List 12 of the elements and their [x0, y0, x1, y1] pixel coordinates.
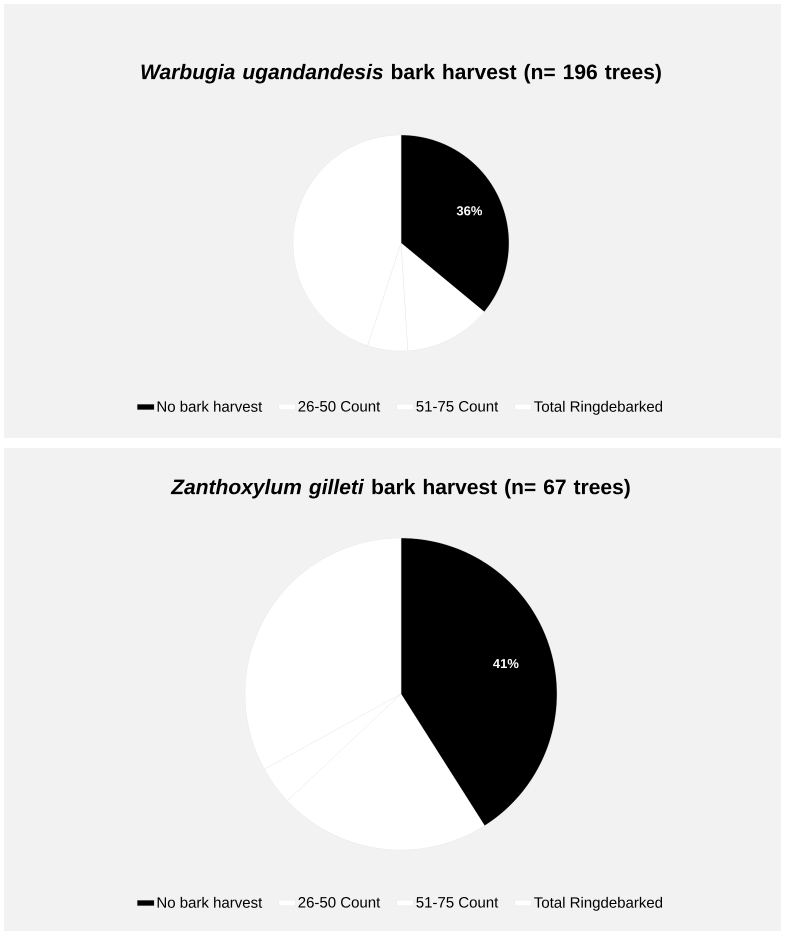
chart-title: Zanthoxylum gilleti bark harvest (n= 67 trees) — [170, 478, 630, 498]
legend-label: No bark harvest — [158, 400, 262, 412]
legend-label: Total Ringdebarked — [534, 896, 662, 911]
legend-label: 51-75 Count — [416, 401, 498, 412]
legend-label: Total Ringdebarked — [534, 400, 662, 415]
data-label: 41% — [493, 658, 519, 668]
legend-label: No bark harvest — [158, 896, 262, 908]
data-label: 36% — [456, 206, 482, 216]
legend-label: 26-50 Count — [298, 401, 380, 412]
legend-label: 26-50 Count — [298, 897, 380, 908]
chart-title: Warbugia ugandandesis bark harvest (n= 196 trees) — [142, 64, 661, 84]
legend-label: 51-75 Count — [416, 897, 498, 908]
